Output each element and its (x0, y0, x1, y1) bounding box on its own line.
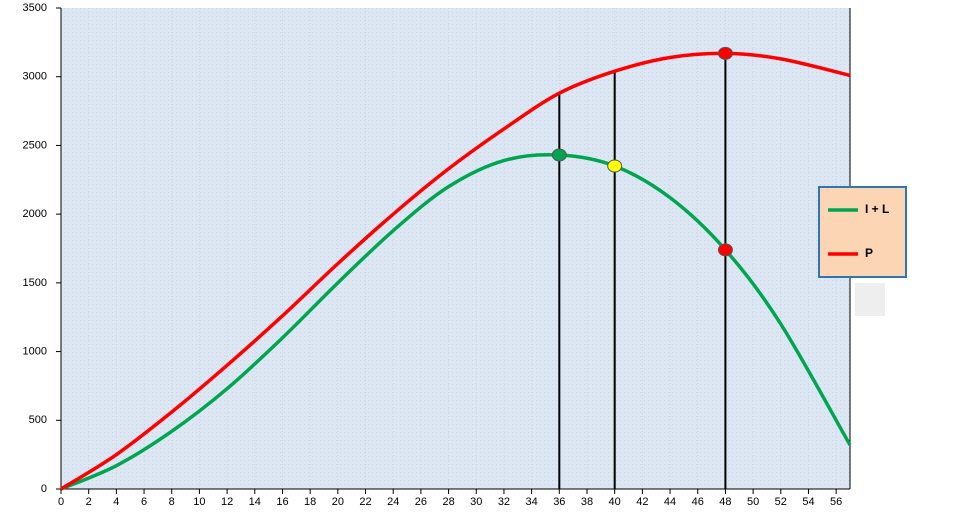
y-tick-label: 3500 (23, 2, 47, 14)
x-tick-label: 24 (387, 496, 399, 508)
x-tick-label: 38 (581, 496, 593, 508)
y-tick-label: 2500 (23, 139, 47, 151)
x-tick-label: 0 (58, 496, 64, 508)
x-tick-label: 56 (830, 496, 842, 508)
point-marker (607, 159, 623, 173)
x-tick-label: 30 (470, 496, 482, 508)
x-tick-label: 42 (636, 496, 648, 508)
y-tick-label: 0 (41, 483, 47, 495)
x-tick-label: 52 (775, 496, 787, 508)
x-tick-label: 2 (86, 496, 92, 508)
series-line (60, 51, 851, 491)
x-tick-label: 48 (719, 496, 731, 508)
x-tick-label: 20 (332, 496, 344, 508)
x-tick-label: 22 (359, 496, 371, 508)
x-tick-label: 34 (526, 496, 538, 508)
x-tick-label: 14 (249, 496, 261, 508)
legend-box (818, 186, 907, 278)
x-tick-label: 16 (276, 496, 288, 508)
x-tick-label: 44 (664, 496, 676, 508)
x-tick-label: 8 (169, 496, 175, 508)
point-marker (717, 243, 733, 257)
x-tick-label: 32 (498, 496, 510, 508)
x-tick-label: 28 (442, 496, 454, 508)
point-marker (717, 46, 733, 60)
y-tick-label: 1000 (23, 345, 47, 357)
x-tick-label: 36 (553, 496, 565, 508)
legend-label: P (865, 246, 873, 260)
y-tick-label: 2000 (23, 208, 47, 220)
legend-label: I + L (865, 202, 889, 216)
x-tick-label: 26 (415, 496, 427, 508)
x-tick-label: 12 (221, 496, 233, 508)
y-tick-label: 500 (29, 414, 47, 426)
x-tick-label: 6 (141, 496, 147, 508)
y-tick-label: 1500 (23, 277, 47, 289)
x-tick-label: 40 (609, 496, 621, 508)
y-tick-label: 3000 (23, 71, 47, 83)
legend: I + L P (818, 186, 907, 278)
x-tick-label: 4 (113, 496, 119, 508)
x-tick-label: 46 (692, 496, 704, 508)
x-tick-label: 10 (193, 496, 205, 508)
x-tick-label: 50 (747, 496, 759, 508)
point-marker (551, 148, 567, 162)
blank-box (855, 283, 885, 316)
x-tick-label: 54 (802, 496, 814, 508)
x-tick-label: 18 (304, 496, 316, 508)
